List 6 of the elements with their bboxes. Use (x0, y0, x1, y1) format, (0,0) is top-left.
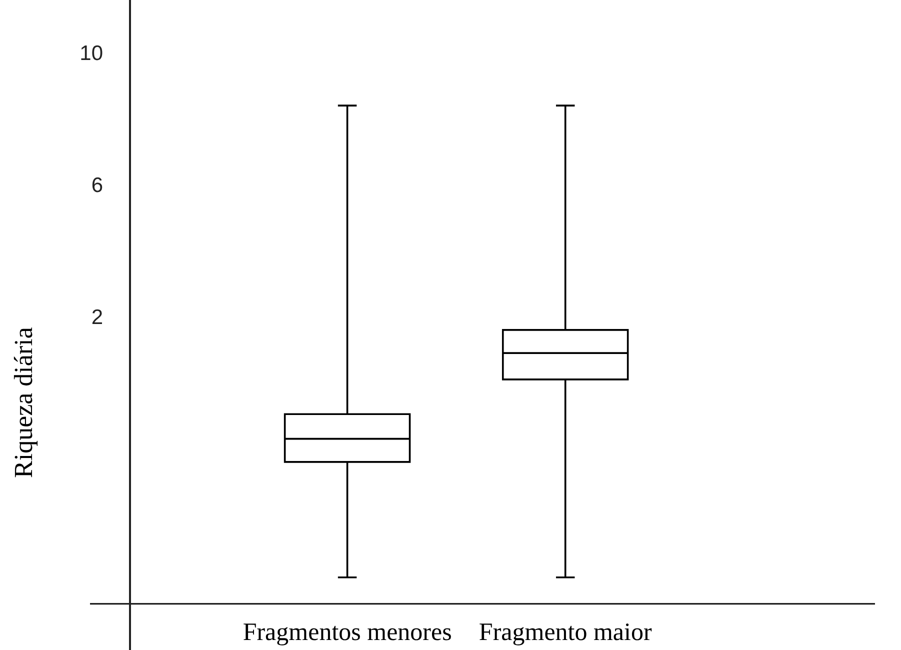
x-tick-label: Fragmentos menores (242, 619, 452, 646)
y-tick-label: 10 (80, 42, 103, 66)
x-tick-label: Fragmento maior (478, 619, 652, 646)
y-axis-title: Riqueza diária (9, 326, 38, 478)
y-tick-label: 6 (91, 174, 103, 198)
y-tick-label: 2 (91, 306, 103, 330)
